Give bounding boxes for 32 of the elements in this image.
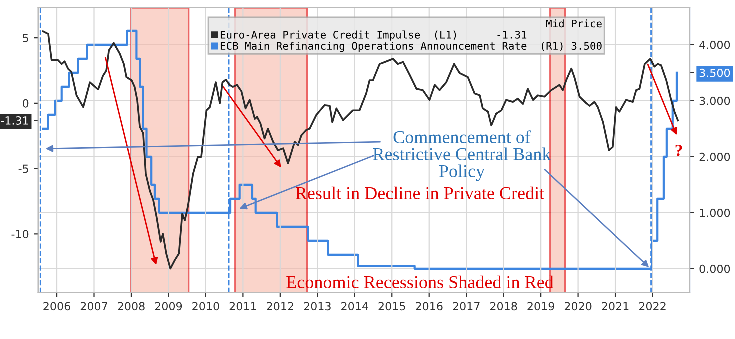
- legend-label: Euro-Area Private Credit Impulse (L1) -1.31: [220, 30, 527, 41]
- y2-tick-label: 3.500: [700, 68, 730, 78]
- x-tick-label: 2012: [267, 302, 294, 311]
- y-tick-label: -1.31: [1, 116, 28, 125]
- annotation: ?: [676, 144, 682, 156]
- x-tick-label: 2020: [564, 302, 592, 311]
- x-tick-label: 2013: [304, 302, 331, 311]
- x-tick-label: 2017: [453, 302, 480, 311]
- x-tick-label: 2007: [80, 302, 108, 311]
- x-tick-label: 2021: [602, 302, 629, 311]
- x-tick-label: 2016: [416, 302, 443, 311]
- y-tick-label: 0: [23, 99, 29, 108]
- legend-title: Mid Price: [546, 20, 602, 28]
- x-tick-label: 2019: [528, 302, 554, 311]
- legend-label: ECB Main Refinancing Operations Announcement Rate (R1) 3.500: [220, 42, 602, 52]
- x-tick-label: 2014: [342, 302, 368, 311]
- y2-tick-label: 2.000: [700, 152, 730, 162]
- x-tick-label: 2009: [155, 302, 182, 311]
- x-tick-label: 2010: [192, 302, 220, 311]
- y2-tick-label: 1.000: [700, 208, 730, 218]
- x-tick-label: 2011: [230, 302, 256, 311]
- x-tick-label: 2006: [44, 302, 70, 311]
- y-tick-label: 5: [23, 34, 28, 42]
- y2-tick-label: 4.000: [700, 40, 730, 50]
- y2-tick-label: 3.000: [700, 96, 730, 106]
- x-tick-label: 2022: [639, 302, 666, 311]
- x-tick-label: 2018: [490, 302, 518, 311]
- y-tick-label: -5: [18, 164, 28, 174]
- x-tick-label: 2008: [118, 302, 145, 311]
- x-tick-label: 2015: [378, 302, 406, 311]
- y2-tick-label: 0.000: [700, 264, 730, 274]
- y-tick-label: -10: [12, 230, 29, 239]
